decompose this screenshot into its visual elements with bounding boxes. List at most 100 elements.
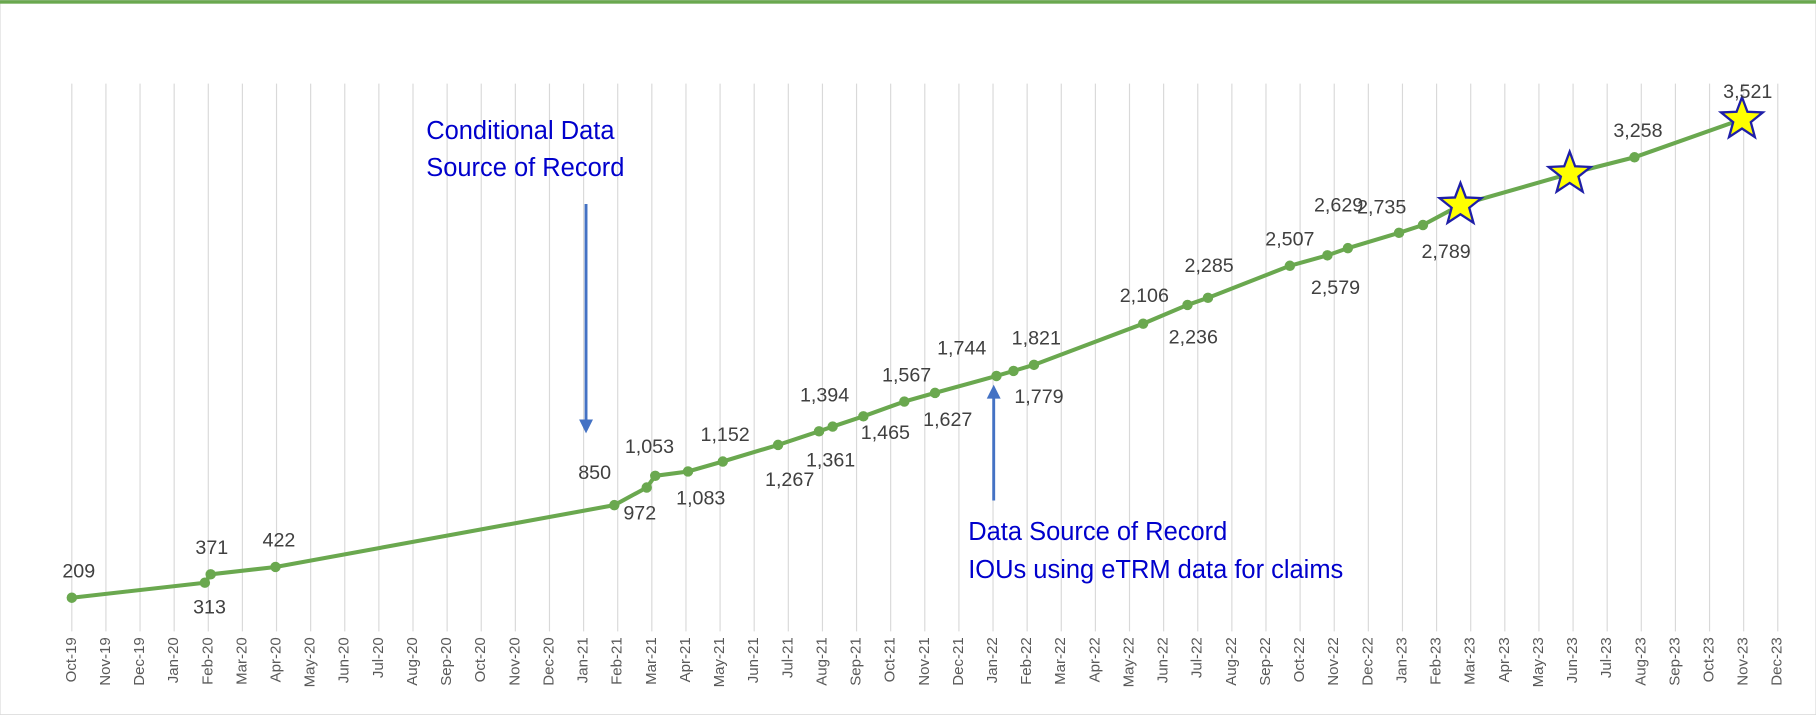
point	[1393, 227, 1405, 239]
data-label: 371	[195, 537, 228, 559]
point	[1028, 359, 1040, 371]
data-label: 422	[263, 530, 296, 552]
data-label: 850	[578, 462, 611, 484]
data-label: 2,629	[1314, 195, 1363, 217]
point	[1137, 318, 1149, 329]
data-label: 1,779	[1014, 386, 1063, 408]
x-tick-label: Jul-22	[1189, 637, 1206, 678]
point	[682, 466, 694, 477]
x-tick-label: Dec-22	[1359, 637, 1376, 686]
data-label: 1,567	[882, 364, 931, 386]
data-label: 2,789	[1421, 241, 1470, 263]
x-tick-label: Mar-22	[1052, 637, 1069, 685]
x-tick-label: Jan-21	[575, 637, 592, 683]
x-tick-label: May-22	[1120, 637, 1137, 687]
x-tick-label: Jun-23	[1564, 637, 1581, 683]
data-label: 1,152	[701, 424, 750, 446]
annotation: IOUs using eTRM data for claims	[968, 556, 1343, 584]
x-tick-label: Apr-23	[1496, 637, 1513, 682]
x-tick-label: Apr-22	[1086, 637, 1103, 682]
x-tick-label: May-23	[1530, 637, 1547, 687]
x-tick-label: Nov-22	[1325, 637, 1342, 686]
point	[1182, 299, 1193, 311]
x-tick-label: Jul-23	[1598, 637, 1615, 678]
point	[66, 592, 78, 603]
x-tick-label: Oct-19	[63, 637, 80, 682]
x-tick-label: Feb-21	[609, 637, 626, 685]
data-label: 1,267	[765, 469, 814, 491]
x-tick-label: Oct-22	[1291, 637, 1308, 682]
annotation: Source of Record	[426, 154, 624, 182]
x-tick-label: Jun-22	[1155, 637, 1172, 683]
data-label: 1,744	[937, 338, 986, 360]
data-label: 1,083	[676, 487, 725, 509]
x-tick-label: Mar-21	[643, 637, 660, 685]
x-tick-label: Oct-21	[882, 637, 899, 682]
x-tick-label: Jul-20	[370, 637, 387, 678]
data-label: 2,236	[1169, 327, 1218, 349]
grid: Oct-19 Nov-19 Dec-19 Jan-20 Feb-20 Mar-20 Apr-…	[63, 83, 1786, 687]
x-tick-label: Jan-22	[984, 637, 1001, 683]
x-tick-label: Nov-21	[916, 637, 933, 686]
data-label: 972	[623, 502, 656, 524]
x-tick-label: Sep-21	[848, 637, 865, 686]
x-tick-label: Apr-21	[677, 637, 694, 682]
data-label: 313	[193, 596, 226, 618]
x-tick-label: Nov-20	[506, 637, 523, 686]
point	[1342, 242, 1354, 254]
point	[199, 577, 211, 588]
data-label: 2,735	[1357, 197, 1406, 219]
x-tick-label: Mar-23	[1462, 637, 1479, 685]
data-label: 2,507	[1265, 228, 1314, 250]
point	[1417, 219, 1429, 231]
point	[1284, 260, 1296, 271]
x-tick-label: Feb-22	[1018, 637, 1035, 685]
x-tick-label: Dec-21	[950, 637, 967, 686]
point	[899, 396, 910, 407]
point	[1202, 292, 1214, 304]
x-tick-label: Feb-20	[199, 637, 216, 685]
point	[205, 569, 216, 580]
x-tick-label: Sep-20	[438, 637, 455, 686]
x-tick-label: May-20	[302, 637, 319, 687]
point	[270, 561, 281, 573]
x-tick-label: Aug-21	[813, 637, 830, 686]
annotation: Conditional Data	[426, 117, 615, 145]
x-tick-label: Apr-20	[267, 637, 284, 682]
x-tick-label: Dec-23	[1769, 637, 1786, 686]
annotation: Data Source of Record	[968, 518, 1227, 546]
data-label: 1,053	[625, 436, 674, 458]
data-label: 2,106	[1120, 285, 1169, 307]
data-label: 1,821	[1012, 328, 1061, 350]
x-tick-label: Jan-20	[165, 637, 182, 683]
x-tick-label: May-21	[711, 637, 728, 687]
data-label: 2,579	[1311, 277, 1360, 299]
data-label: 3,521	[1723, 81, 1772, 103]
data-label: 1,361	[806, 450, 855, 472]
x-tick-label: Aug-20	[404, 637, 421, 686]
point	[813, 426, 825, 437]
x-tick-label: Nov-23	[1735, 637, 1752, 686]
star-marker	[1436, 179, 1485, 226]
point	[1008, 365, 1019, 377]
x-tick-label: Sep-23	[1666, 637, 1683, 686]
x-tick-label: Nov-19	[97, 637, 114, 686]
point	[858, 411, 869, 422]
x-tick-label: Dec-20	[540, 637, 557, 686]
top-border	[0, 0, 1816, 4]
x-tick-label: Jul-21	[779, 637, 796, 678]
point	[609, 499, 620, 511]
point	[991, 370, 1002, 382]
data-label: 1,394	[800, 385, 849, 407]
point	[1629, 152, 1640, 163]
series	[66, 93, 1766, 603]
point	[717, 456, 729, 467]
point	[772, 439, 784, 451]
data-label: 1,627	[923, 409, 972, 431]
x-tick-label: Mar-20	[233, 637, 250, 685]
x-tick-label: Sep-22	[1257, 637, 1274, 686]
x-tick-label: Feb-23	[1428, 637, 1445, 685]
